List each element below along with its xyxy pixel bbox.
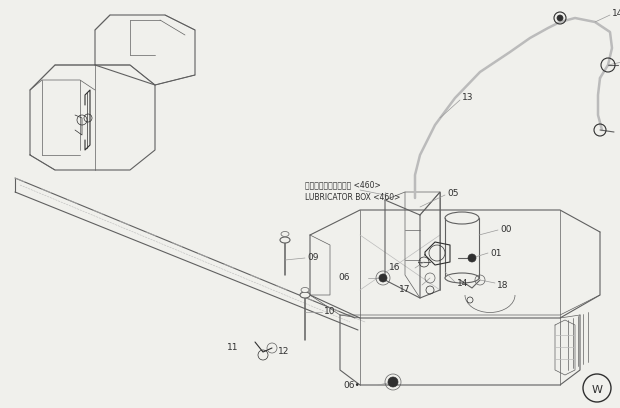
Text: 10: 10	[324, 308, 335, 317]
Ellipse shape	[300, 292, 310, 298]
Circle shape	[388, 377, 398, 387]
Text: 01: 01	[490, 248, 502, 257]
Text: W: W	[591, 385, 603, 395]
Text: 18: 18	[497, 281, 508, 290]
Text: リブリケータボックス <460>: リブリケータボックス <460>	[305, 180, 381, 189]
Text: 12: 12	[278, 348, 290, 357]
Text: LUBRICATOR BOX <460>: LUBRICATOR BOX <460>	[305, 193, 401, 202]
Text: 06•: 06•	[343, 381, 360, 390]
Text: 16: 16	[389, 264, 400, 273]
Text: 00: 00	[500, 226, 511, 235]
Ellipse shape	[301, 288, 309, 293]
Circle shape	[379, 274, 387, 282]
Ellipse shape	[280, 237, 290, 243]
Circle shape	[557, 15, 563, 21]
Text: 17: 17	[399, 286, 410, 295]
Text: 13: 13	[462, 93, 474, 102]
Text: 14: 14	[612, 9, 620, 18]
Text: 14: 14	[457, 279, 468, 288]
Ellipse shape	[445, 212, 479, 224]
Ellipse shape	[281, 231, 289, 237]
Text: 09: 09	[307, 253, 319, 262]
Text: 11: 11	[226, 344, 238, 353]
Text: 06: 06	[339, 273, 350, 282]
Circle shape	[468, 254, 476, 262]
Ellipse shape	[445, 273, 479, 283]
Text: 05: 05	[447, 188, 459, 197]
